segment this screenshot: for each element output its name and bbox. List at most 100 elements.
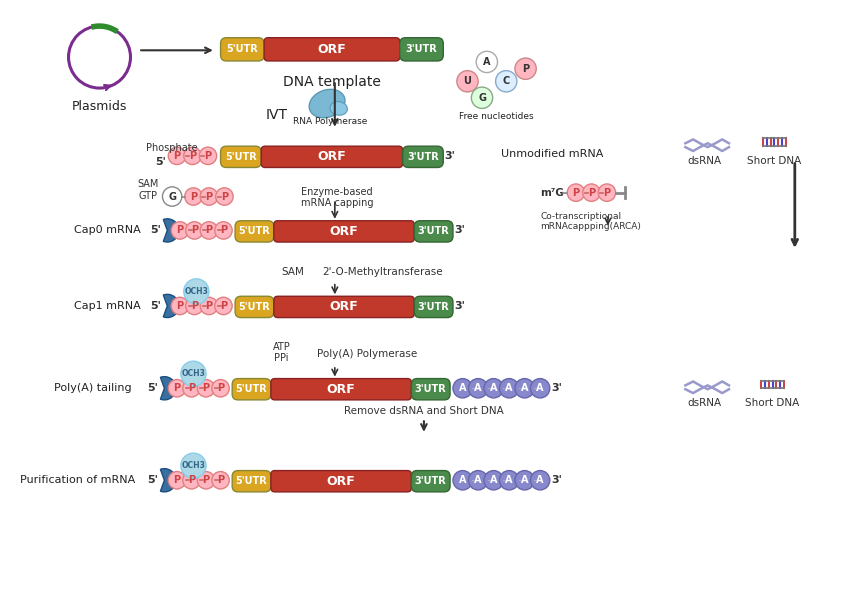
Text: A: A: [521, 475, 529, 485]
Circle shape: [181, 453, 206, 478]
Text: 3'UTR: 3'UTR: [415, 384, 446, 394]
Circle shape: [484, 471, 503, 490]
Text: 3'UTR: 3'UTR: [405, 44, 438, 54]
Circle shape: [215, 297, 232, 315]
Circle shape: [468, 379, 488, 398]
Circle shape: [453, 379, 473, 398]
Circle shape: [496, 71, 517, 92]
Text: C: C: [502, 76, 510, 86]
Text: OCH3: OCH3: [184, 287, 208, 296]
Text: P: P: [176, 225, 184, 236]
Circle shape: [171, 222, 189, 239]
Text: P: P: [202, 475, 210, 485]
Circle shape: [456, 71, 479, 92]
Text: G: G: [168, 191, 176, 202]
Text: P: P: [522, 64, 530, 74]
Text: ORF: ORF: [330, 300, 359, 314]
Text: 5'UTR: 5'UTR: [225, 152, 257, 162]
Circle shape: [199, 147, 217, 164]
Text: P: P: [220, 225, 227, 236]
FancyBboxPatch shape: [274, 220, 414, 242]
Text: Phosphate: Phosphate: [146, 143, 198, 153]
Text: P: P: [588, 188, 595, 198]
Text: P: P: [188, 475, 195, 485]
Circle shape: [184, 147, 201, 164]
Circle shape: [567, 184, 585, 202]
Wedge shape: [161, 469, 176, 492]
Circle shape: [183, 471, 201, 489]
Text: 5': 5': [147, 383, 158, 393]
FancyBboxPatch shape: [414, 220, 453, 242]
Text: 3': 3': [445, 151, 456, 161]
Text: P: P: [189, 151, 196, 161]
Text: P: P: [191, 225, 198, 236]
Text: A: A: [490, 383, 497, 393]
Circle shape: [201, 297, 218, 315]
Circle shape: [181, 361, 206, 386]
Circle shape: [515, 471, 535, 490]
Text: 3'UTR: 3'UTR: [417, 302, 450, 312]
Text: P: P: [173, 151, 180, 161]
FancyBboxPatch shape: [220, 38, 264, 61]
FancyBboxPatch shape: [411, 379, 450, 400]
Wedge shape: [161, 376, 176, 400]
Text: 3': 3': [454, 225, 465, 236]
Text: Plasmids: Plasmids: [72, 100, 128, 113]
Text: ORF: ORF: [318, 43, 346, 56]
Text: m⁷G: m⁷G: [540, 188, 564, 198]
Circle shape: [185, 297, 203, 315]
Text: U: U: [463, 76, 472, 86]
Ellipse shape: [330, 102, 348, 115]
Circle shape: [201, 188, 218, 205]
Circle shape: [201, 222, 218, 239]
Text: P: P: [217, 475, 224, 485]
Text: Poly(A) Polymerase: Poly(A) Polymerase: [317, 350, 417, 359]
FancyBboxPatch shape: [271, 379, 411, 400]
Text: Cap1 mRNA: Cap1 mRNA: [75, 301, 141, 311]
Text: 3': 3': [552, 383, 563, 393]
Text: 5': 5': [147, 475, 158, 485]
FancyBboxPatch shape: [411, 471, 450, 492]
Circle shape: [212, 379, 230, 397]
Circle shape: [185, 222, 203, 239]
Text: 5': 5': [150, 225, 162, 236]
Text: Enzyme-based
mRNA capping: Enzyme-based mRNA capping: [301, 187, 373, 208]
Text: SAM: SAM: [281, 267, 304, 277]
Text: ORF: ORF: [326, 475, 355, 488]
Circle shape: [500, 379, 518, 398]
Text: P: P: [173, 475, 180, 485]
Text: A: A: [474, 475, 482, 485]
Wedge shape: [163, 219, 178, 242]
FancyBboxPatch shape: [271, 471, 411, 492]
Circle shape: [162, 187, 182, 206]
Text: G: G: [478, 93, 486, 103]
Circle shape: [197, 379, 215, 397]
Text: 5': 5': [150, 301, 162, 311]
Text: Free nucleotides: Free nucleotides: [459, 112, 534, 121]
FancyBboxPatch shape: [232, 379, 271, 400]
Text: dsRNA: dsRNA: [688, 156, 722, 166]
FancyBboxPatch shape: [261, 146, 403, 167]
Text: A: A: [536, 383, 544, 393]
Text: Purification of mRNA: Purification of mRNA: [20, 475, 135, 485]
Wedge shape: [163, 294, 178, 317]
Circle shape: [212, 471, 230, 489]
Text: Poly(A) tailing: Poly(A) tailing: [54, 383, 132, 393]
Text: 3'UTR: 3'UTR: [417, 227, 450, 236]
Text: DNA template: DNA template: [283, 76, 381, 90]
FancyBboxPatch shape: [414, 296, 453, 317]
Text: P: P: [220, 301, 227, 311]
FancyBboxPatch shape: [403, 146, 444, 167]
Circle shape: [215, 222, 232, 239]
Ellipse shape: [309, 90, 345, 118]
Text: dsRNA: dsRNA: [688, 398, 722, 408]
Circle shape: [476, 51, 497, 72]
Circle shape: [484, 379, 503, 398]
Text: 3'UTR: 3'UTR: [407, 152, 439, 162]
Text: ORF: ORF: [326, 382, 355, 396]
FancyBboxPatch shape: [220, 146, 261, 167]
Text: A: A: [506, 383, 513, 393]
Text: Short DNA: Short DNA: [745, 398, 800, 408]
Circle shape: [583, 184, 600, 202]
Text: SAM
GTP: SAM GTP: [137, 179, 159, 200]
